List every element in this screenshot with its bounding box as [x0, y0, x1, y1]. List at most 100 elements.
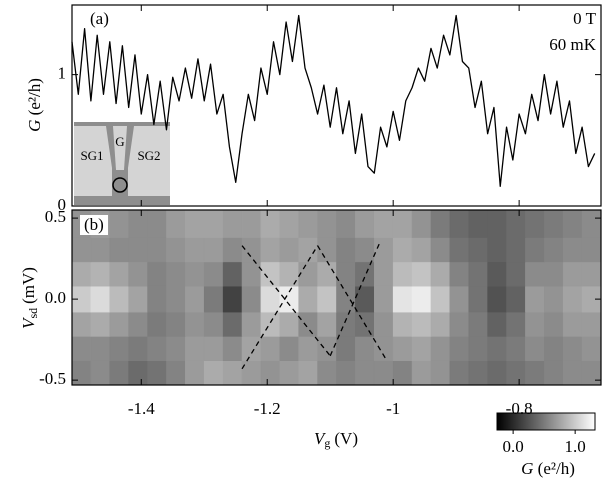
- inset-image: SG1 G SG2: [74, 122, 170, 205]
- colorbar: [496, 412, 596, 431]
- heatmap-cell: [336, 261, 356, 287]
- heatmap-cell: [525, 311, 545, 337]
- heatmap-cell: [392, 336, 413, 361]
- heatmap-cell: [71, 311, 92, 337]
- heatmap-cell: [506, 261, 526, 287]
- heatmap-cell: [128, 261, 148, 287]
- y-axis-label: G (e²/h): [25, 78, 44, 132]
- heatmap-cell: [203, 311, 224, 337]
- y-tick-label: 0.5: [45, 207, 66, 226]
- heatmap-cell: [392, 237, 413, 263]
- heatmap-cell: [185, 285, 205, 313]
- heatmap-cell: [392, 209, 413, 238]
- heatmap-cell: [468, 261, 488, 287]
- inset-label: SG1: [80, 148, 103, 163]
- heatmap-cell: [449, 261, 470, 287]
- data-line: [71, 14, 596, 187]
- heatmap-cell: [128, 237, 148, 263]
- heatmap-cell: [562, 285, 583, 313]
- heatmap-cell: [147, 237, 167, 263]
- panel-label: (b): [84, 215, 104, 234]
- heatmap-cell: [279, 285, 300, 313]
- heatmap-cell: [468, 237, 488, 263]
- heatmap-cell: [166, 237, 186, 263]
- heatmap-cell: [147, 209, 167, 238]
- colorbar-tick-label: 0.0: [503, 437, 524, 456]
- heatmap-cell: [411, 261, 432, 287]
- heatmap-cell: [525, 261, 545, 287]
- colorbar-tick-label: 1.0: [565, 437, 586, 456]
- heatmap-cell: [544, 237, 564, 263]
- heatmap-cell: [430, 285, 451, 313]
- x-axis-label-unit: (V): [334, 429, 358, 448]
- heatmap-cell: [544, 209, 564, 238]
- heatmap-cell: [468, 285, 488, 313]
- heatmap-cell: [373, 285, 394, 313]
- y-tick-label: 1: [58, 64, 67, 83]
- heatmap-cell: [430, 209, 451, 238]
- heatmap-cell: [411, 237, 432, 263]
- heatmap-cell: [487, 237, 507, 263]
- heatmap-cell: [222, 336, 243, 361]
- colorbar-label-unit: (e²/h): [538, 459, 575, 478]
- heatmap-cell: [355, 336, 375, 361]
- heatmap-cell: [109, 360, 129, 386]
- x-tick-label: -0.8: [506, 399, 533, 418]
- heatmap-cell: [109, 285, 129, 313]
- heatmap-cell: [241, 261, 262, 287]
- heatmap-cell: [562, 261, 583, 287]
- heatmap-cell: [468, 209, 488, 238]
- heatmap-cell: [109, 336, 129, 361]
- x-tick-label: -1: [386, 399, 400, 418]
- heatmap-cell: [222, 360, 243, 386]
- heatmap-cell: [71, 360, 92, 386]
- y-axis-label-symbol: V: [19, 316, 38, 329]
- heatmap-cell: [109, 311, 129, 337]
- heatmap-cell: [449, 209, 470, 238]
- heatmap-cell: [260, 336, 281, 361]
- x-axis-label: Vg (V): [314, 429, 358, 450]
- heatmap-cell: [411, 285, 432, 313]
- heatmap-cell: [241, 360, 262, 386]
- heatmap-cell: [241, 285, 262, 313]
- y-axis-label-unit: (mV): [19, 267, 38, 304]
- heatmap-cell: [298, 311, 318, 337]
- heatmap-cell: [336, 237, 356, 263]
- heatmap-cell: [506, 360, 526, 386]
- heatmap-cell: [203, 336, 224, 361]
- heatmap-cell: [317, 261, 337, 287]
- heatmap-cell: [336, 209, 356, 238]
- heatmap-cell: [90, 360, 111, 386]
- heatmap-cell: [298, 336, 318, 361]
- heatmap-cell: [430, 336, 451, 361]
- heatmap-cell: [241, 209, 262, 238]
- heatmap-cell: [147, 360, 167, 386]
- heatmap-cell: [317, 336, 337, 361]
- inset-label: G: [115, 134, 124, 149]
- heatmap-cell: [373, 360, 394, 386]
- heatmap-cell: [506, 237, 526, 263]
- inset-dot-marker: [112, 177, 128, 193]
- heatmap: [71, 209, 602, 386]
- heatmap-cell: [128, 285, 148, 313]
- heatmap-cell: [581, 237, 602, 263]
- colorbar-label-symbol: G: [521, 459, 533, 478]
- heatmap-cell: [544, 261, 564, 287]
- panel-a-frame: [71, 4, 602, 207]
- heatmap-cell: [298, 261, 318, 287]
- heatmap-cell: [581, 336, 602, 361]
- dashed-guide-line: [241, 245, 331, 357]
- inset-gate-sg1: [74, 126, 112, 196]
- heatmap-cell: [392, 360, 413, 386]
- y-tick-label: 0: [58, 195, 67, 214]
- heatmap-cell: [90, 336, 111, 361]
- heatmap-cell: [147, 311, 167, 337]
- panel-label: (a): [90, 9, 109, 28]
- heatmap-cell: [581, 360, 602, 386]
- heatmap-cell: [373, 237, 394, 263]
- heatmap-cell: [336, 336, 356, 361]
- heatmap-cell: [279, 360, 300, 386]
- heatmap-cell: [185, 311, 205, 337]
- heatmap-cell: [449, 237, 470, 263]
- y-axis-label-symbol: G: [25, 120, 44, 132]
